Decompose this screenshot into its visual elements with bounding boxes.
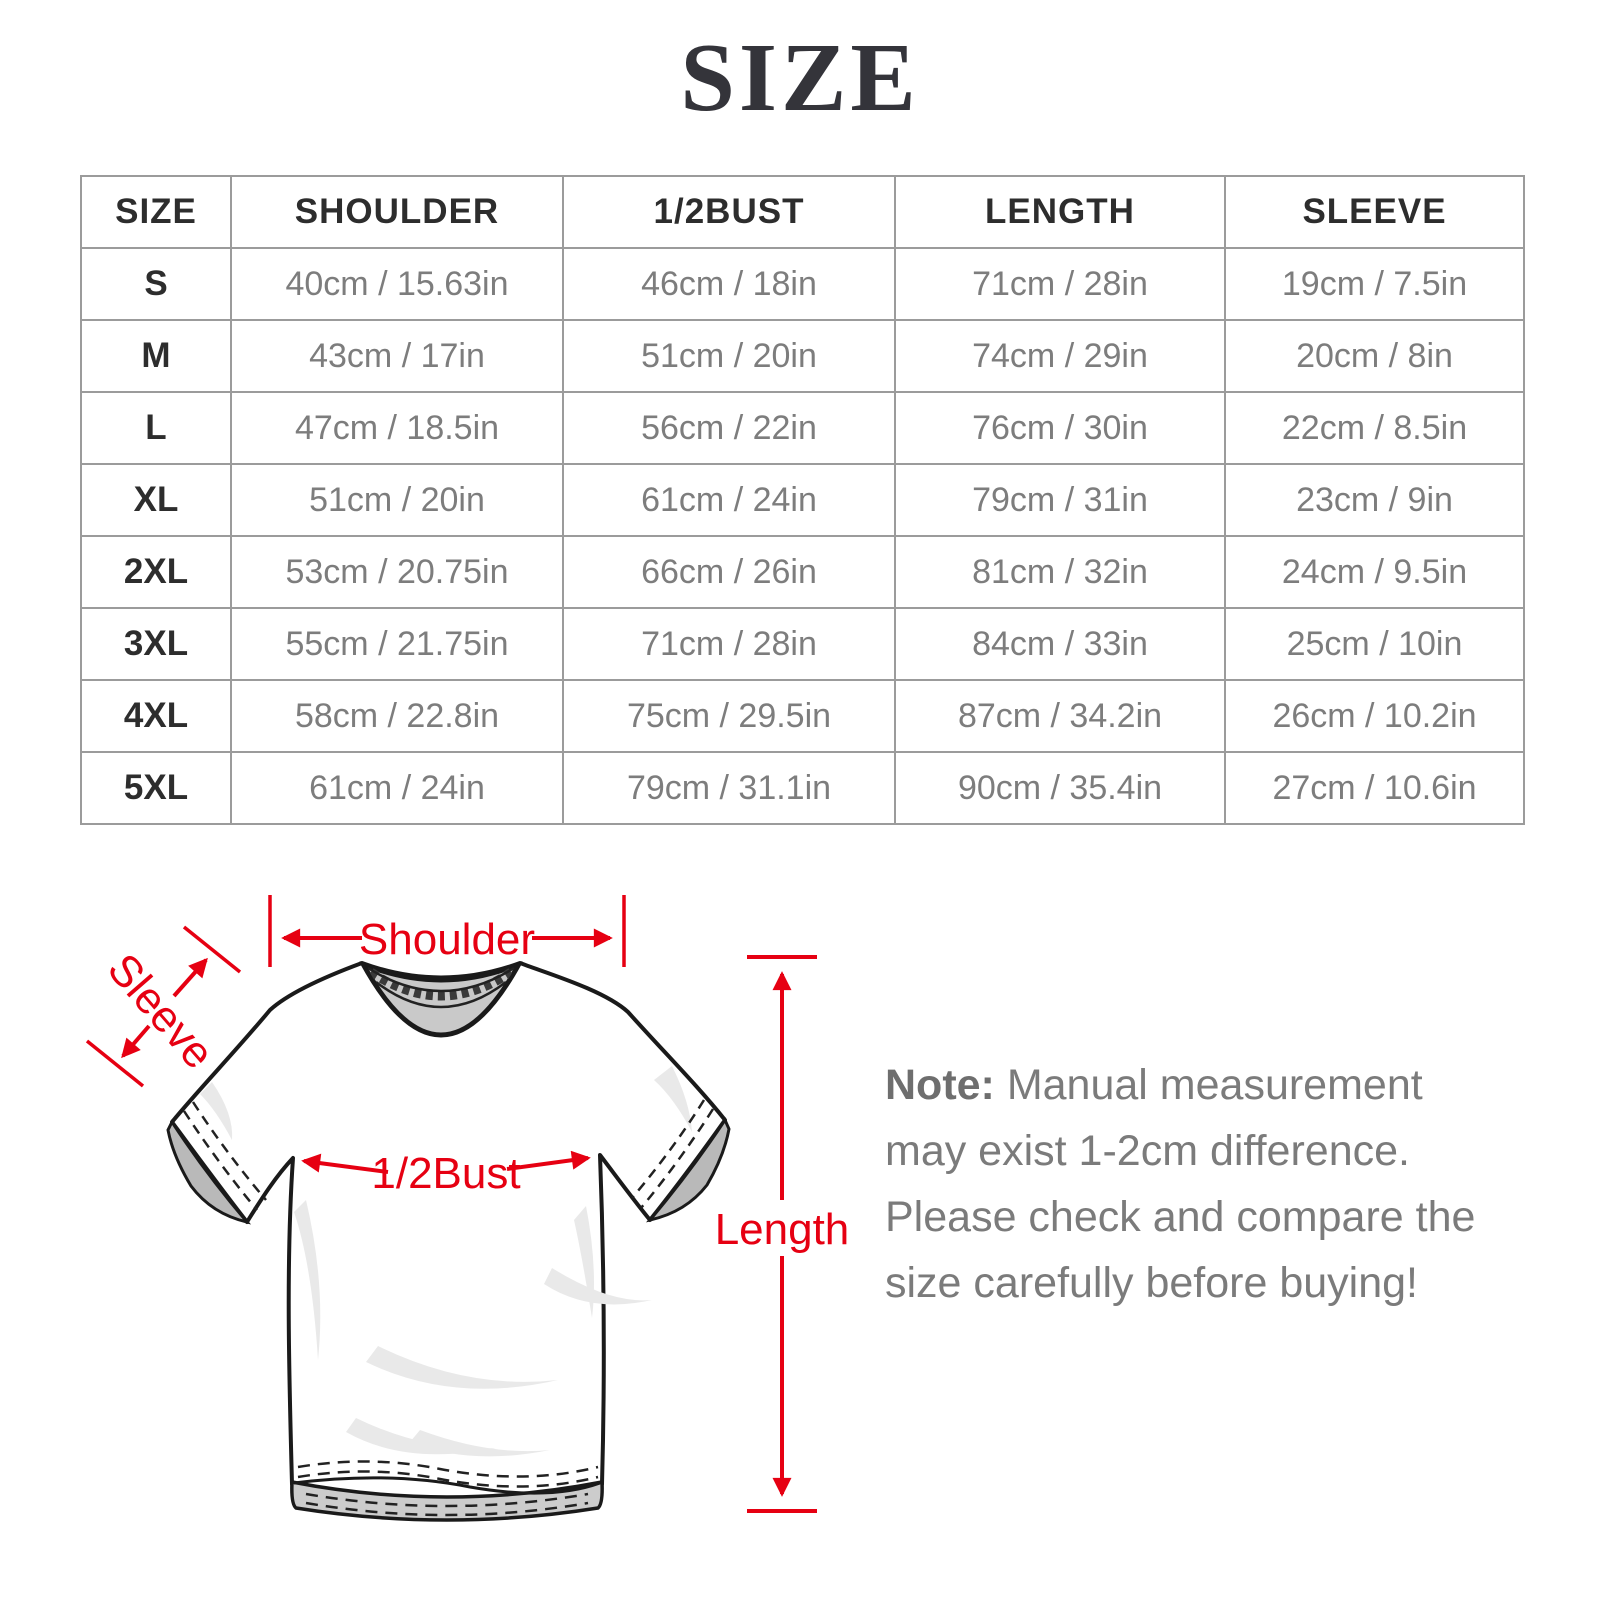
length-measure-label: Length xyxy=(715,1205,850,1254)
table-row: L 47cm / 18.5in 56cm / 22in 76cm / 30in … xyxy=(80,391,1525,465)
measurement-note: Note: Manual measurement may exist 1-2cm… xyxy=(885,1052,1510,1316)
cell-bust: 71cm / 28in xyxy=(562,607,896,681)
column-header-shoulder: SHOULDER xyxy=(230,175,564,249)
cell-sleeve: 27cm / 10.6in xyxy=(1224,751,1525,825)
fabric-wrinkles xyxy=(200,1066,692,1457)
column-header-size: SIZE xyxy=(80,175,232,249)
size-table: SIZE SHOULDER 1/2BUST LENGTH SLEEVE S 40… xyxy=(80,175,1525,825)
cell-shoulder: 55cm / 21.75in xyxy=(230,607,564,681)
cell-sleeve: 22cm / 8.5in xyxy=(1224,391,1525,465)
cell-length: 71cm / 28in xyxy=(894,247,1226,321)
cell-shoulder: 47cm / 18.5in xyxy=(230,391,564,465)
cell-length: 87cm / 34.2in xyxy=(894,679,1226,753)
cell-bust: 61cm / 24in xyxy=(562,463,896,537)
table-header-row: SIZE SHOULDER 1/2BUST LENGTH SLEEVE xyxy=(80,175,1525,249)
table-row: 5XL 61cm / 24in 79cm / 31.1in 90cm / 35.… xyxy=(80,751,1525,825)
note-label: Note: xyxy=(885,1061,995,1109)
tshirt-measurement-diagram: Shoulder Sleeve 1/2Bust Length xyxy=(85,895,850,1522)
tshirt-outline xyxy=(166,961,731,1522)
column-header-bust: 1/2BUST xyxy=(562,175,896,249)
cell-sleeve: 25cm / 10in xyxy=(1224,607,1525,681)
measurement-annotations xyxy=(85,895,817,1513)
cell-size: XL xyxy=(80,463,232,537)
cell-shoulder: 53cm / 20.75in xyxy=(230,535,564,609)
cell-size: L xyxy=(80,391,232,465)
cell-shoulder: 58cm / 22.8in xyxy=(230,679,564,753)
column-header-length: LENGTH xyxy=(894,175,1226,249)
left-cuff xyxy=(166,1118,252,1225)
right-cuff xyxy=(646,1116,731,1223)
cell-sleeve: 19cm / 7.5in xyxy=(1224,247,1525,321)
cell-bust: 79cm / 31.1in xyxy=(562,751,896,825)
cell-shoulder: 43cm / 17in xyxy=(230,319,564,393)
cuff-stitches xyxy=(182,1099,715,1211)
bust-measure-label: 1/2Bust xyxy=(371,1149,520,1198)
cell-size: 4XL xyxy=(80,679,232,753)
cell-bust: 51cm / 20in xyxy=(562,319,896,393)
table-row: M 43cm / 17in 51cm / 20in 74cm / 29in 20… xyxy=(80,319,1525,393)
cell-sleeve: 23cm / 9in xyxy=(1224,463,1525,537)
cell-bust: 46cm / 18in xyxy=(562,247,896,321)
cell-size: S xyxy=(80,247,232,321)
cell-length: 76cm / 30in xyxy=(894,391,1226,465)
cell-bust: 56cm / 22in xyxy=(562,391,896,465)
cell-shoulder: 40cm / 15.63in xyxy=(230,247,564,321)
cell-shoulder: 51cm / 20in xyxy=(230,463,564,537)
cell-size: 5XL xyxy=(80,751,232,825)
table-row: XL 51cm / 20in 61cm / 24in 79cm / 31in 2… xyxy=(80,463,1525,537)
cell-size: 3XL xyxy=(80,607,232,681)
cell-sleeve: 24cm / 9.5in xyxy=(1224,535,1525,609)
cell-size: 2XL xyxy=(80,535,232,609)
table-row: 3XL 55cm / 21.75in 71cm / 28in 84cm / 33… xyxy=(80,607,1525,681)
cell-size: M xyxy=(80,319,232,393)
table-row: S 40cm / 15.63in 46cm / 18in 71cm / 28in… xyxy=(80,247,1525,321)
table-row: 2XL 53cm / 20.75in 66cm / 26in 81cm / 32… xyxy=(80,535,1525,609)
table-row: 4XL 58cm / 22.8in 75cm / 29.5in 87cm / 3… xyxy=(80,679,1525,753)
hem-stitches xyxy=(297,1460,599,1517)
cell-sleeve: 20cm / 8in xyxy=(1224,319,1525,393)
cell-bust: 66cm / 26in xyxy=(562,535,896,609)
column-header-sleeve: SLEEVE xyxy=(1224,175,1525,249)
shoulder-measure-label: Shoulder xyxy=(359,915,535,964)
cell-length: 79cm / 31in xyxy=(894,463,1226,537)
cell-bust: 75cm / 29.5in xyxy=(562,679,896,753)
cell-length: 74cm / 29in xyxy=(894,319,1226,393)
page-title: SIZE xyxy=(680,24,920,132)
cell-shoulder: 61cm / 24in xyxy=(230,751,564,825)
note-text: Manual measurement may exist 1-2cm diffe… xyxy=(885,1061,1476,1307)
cell-length: 84cm / 33in xyxy=(894,607,1226,681)
cell-length: 90cm / 35.4in xyxy=(894,751,1226,825)
cell-sleeve: 26cm / 10.2in xyxy=(1224,679,1525,753)
cell-length: 81cm / 32in xyxy=(894,535,1226,609)
